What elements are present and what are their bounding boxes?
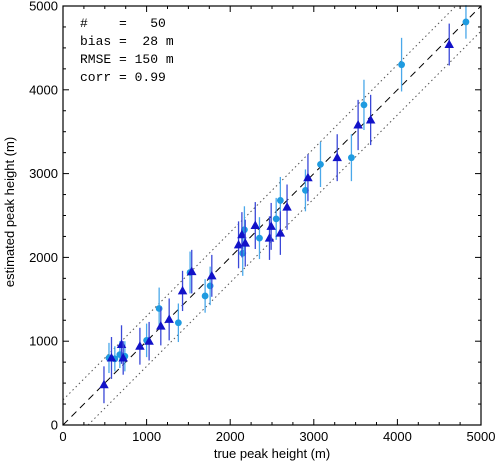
triangle-marker: [240, 238, 250, 247]
x-axis-title: true peak height (m): [214, 446, 330, 461]
triangle-marker: [365, 114, 376, 124]
triangle-marker: [282, 202, 292, 211]
data-point-triangle: [240, 219, 250, 267]
triangle-marker: [144, 336, 154, 345]
data-point-circle: [317, 141, 324, 188]
triangle-marker: [353, 119, 363, 129]
data-point-circle: [462, 5, 470, 39]
triangle-marker: [207, 270, 217, 280]
triangle-marker: [303, 172, 313, 182]
data-point-triangle: [264, 216, 275, 260]
x-tick-label: 0: [59, 429, 66, 444]
data-point-circle: [348, 134, 355, 182]
data-point-circle: [302, 169, 309, 212]
data-point-triangle: [207, 254, 217, 297]
triangle-marker: [106, 352, 117, 362]
circle-marker: [155, 305, 163, 312]
circle-marker: [206, 282, 214, 290]
data-point-triangle: [177, 270, 188, 312]
data-point-triangle: [365, 94, 376, 146]
stats-corr: corr = 0.99: [80, 70, 166, 85]
triangle-marker: [156, 321, 166, 330]
reference-lines: [63, 6, 481, 425]
data-point-circle: [174, 303, 182, 343]
data-point-triangle: [135, 327, 145, 365]
axis-ticks: 0 1000 2000 3000 4000 5000 0 1000 2000 3000 4000 50…: [29, 0, 495, 444]
circle-marker: [174, 319, 182, 327]
stats-annotation: # = 50 bias = 28 m RMSE = 150 m corr = 0…: [80, 16, 174, 85]
data-point-triangle: [237, 212, 247, 258]
triangle-marker: [275, 228, 286, 237]
data-point-circle: [256, 217, 263, 260]
data-points: [99, 5, 470, 404]
upper-bound-line: [63, 6, 457, 401]
data-point-triangle: [266, 202, 276, 250]
triangle-marker: [264, 233, 275, 242]
y-tick-label: 5000: [29, 0, 58, 14]
x-tick-label: 5000: [467, 429, 496, 444]
x-tick-label: 4000: [383, 429, 412, 444]
data-point-triangle: [353, 99, 363, 151]
data-point-triangle: [275, 211, 286, 255]
circle-marker: [201, 292, 209, 300]
data-point-circle: [360, 79, 368, 131]
data-point-triangle: [99, 366, 109, 404]
data-point-triangle: [303, 154, 313, 202]
triangle-marker: [250, 220, 261, 230]
circle-marker: [348, 154, 355, 162]
triangle-marker: [99, 379, 109, 389]
y-tick-label: 4000: [29, 82, 58, 97]
data-point-circle: [272, 197, 280, 240]
data-point-triangle: [118, 341, 128, 375]
triangle-marker: [164, 314, 174, 323]
stats-rmse: RMSE = 150 m: [80, 52, 174, 67]
data-point-triangle: [144, 321, 154, 361]
x-tick-label: 2000: [216, 429, 245, 444]
triangle-marker: [118, 352, 128, 362]
circle-marker: [317, 160, 324, 168]
circle-marker: [398, 61, 405, 69]
data-point-triangle: [186, 249, 197, 294]
circle-marker: [360, 101, 368, 109]
identity-line: [63, 6, 481, 425]
triangle-marker: [186, 266, 197, 276]
triangle-marker: [266, 221, 276, 230]
circle-marker: [276, 197, 284, 204]
data-point-triangle: [444, 23, 454, 66]
circle-marker: [462, 18, 470, 26]
triangle-marker: [177, 285, 188, 295]
triangle-marker: [116, 339, 127, 349]
triangle-marker: [444, 39, 454, 49]
circle-marker: [302, 186, 309, 194]
data-point-triangle: [156, 306, 166, 346]
data-point-triangle: [282, 184, 292, 230]
lower-bound-line: [87, 30, 481, 425]
triangle-marker: [135, 341, 145, 350]
x-tick-label: 1000: [132, 429, 161, 444]
y-tick-label: 3000: [29, 166, 58, 181]
data-point-circle: [201, 279, 209, 313]
y-tick-label: 1000: [29, 334, 58, 349]
y-tick-label: 0: [51, 418, 58, 433]
data-point-circle: [398, 37, 405, 92]
stats-bias: bias = 28 m: [80, 34, 174, 49]
y-axis-title: estimated peak height (m): [2, 137, 17, 287]
triangle-marker: [332, 152, 342, 162]
data-point-triangle: [332, 134, 342, 182]
triangle-marker: [237, 229, 247, 239]
x-tick-label: 3000: [299, 429, 328, 444]
data-point-triangle: [250, 202, 261, 250]
y-tick-label: 2000: [29, 250, 58, 265]
stats-count: # = 50: [80, 16, 166, 31]
circle-marker: [256, 234, 263, 242]
data-point-triangle: [106, 337, 117, 379]
data-point-triangle: [164, 298, 174, 341]
circle-marker: [272, 215, 280, 223]
